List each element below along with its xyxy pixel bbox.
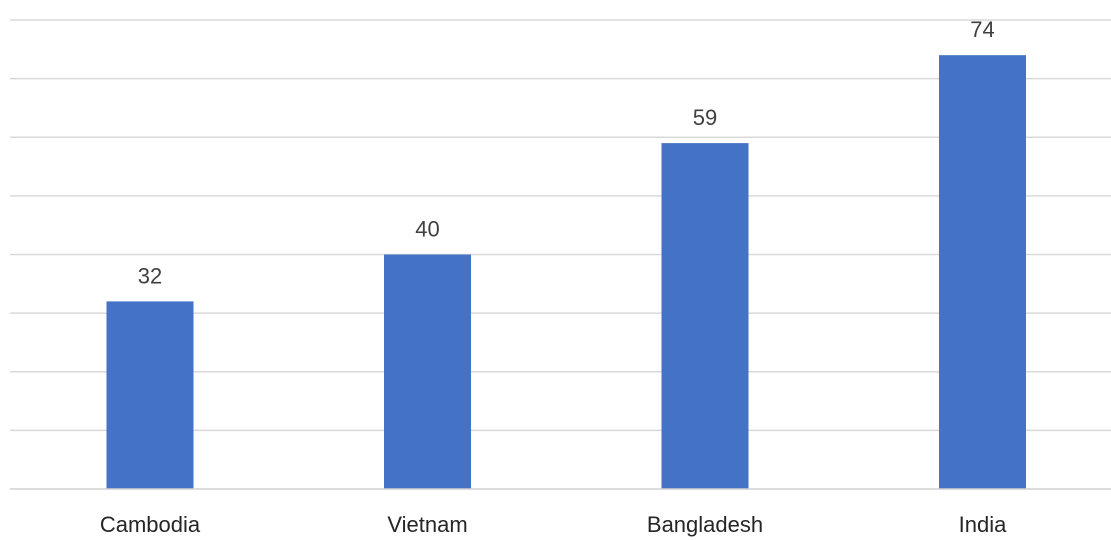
bars	[106, 55, 1026, 490]
x-axis-tick-labels: Cambodia Vietnam Bangladesh India	[100, 512, 1007, 537]
tick-label-bangladesh: Bangladesh	[647, 512, 763, 537]
data-label-cambodia: 32	[138, 263, 162, 288]
data-label-vietnam: 40	[415, 217, 439, 242]
data-labels: 32 40 59 74	[138, 17, 995, 288]
bar-bangladesh	[661, 143, 749, 490]
bar-india	[939, 55, 1026, 490]
bar-vietnam	[384, 254, 471, 489]
tick-label-cambodia: Cambodia	[100, 512, 201, 537]
bar-cambodia	[106, 301, 194, 489]
tick-label-vietnam: Vietnam	[387, 512, 467, 537]
data-label-bangladesh: 59	[693, 105, 717, 130]
tick-label-india: India	[959, 512, 1007, 537]
data-label-india: 74	[970, 17, 994, 42]
